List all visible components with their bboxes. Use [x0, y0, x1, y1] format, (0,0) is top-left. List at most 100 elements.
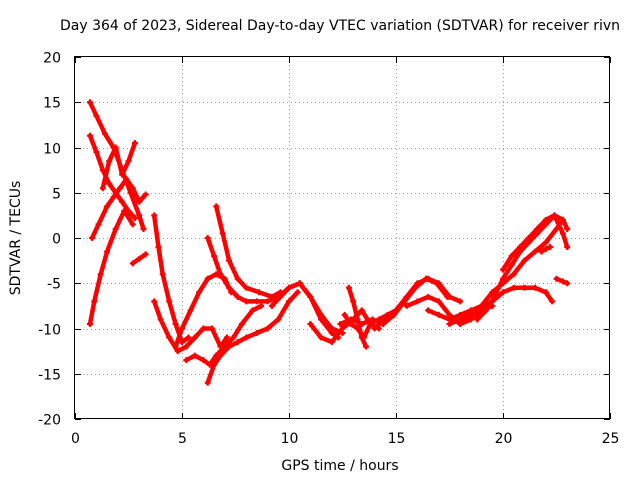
data-point — [286, 298, 292, 305]
y-tick-label: 20 — [43, 51, 61, 67]
data-point — [238, 320, 245, 327]
data-point — [337, 320, 344, 327]
data-point — [414, 298, 421, 305]
data-point — [89, 235, 96, 241]
data-point — [196, 289, 203, 296]
series-track-3 — [89, 176, 149, 241]
data-point — [230, 334, 237, 341]
y-tick-label: -20 — [38, 413, 61, 429]
data-point — [129, 260, 136, 267]
data-point — [159, 271, 166, 278]
data-point — [532, 284, 539, 291]
data-point — [243, 334, 250, 341]
series-track-26 — [553, 275, 571, 287]
x-tick-label: 10 — [281, 431, 299, 447]
data-point — [414, 280, 421, 287]
data-point — [166, 298, 173, 305]
data-point — [517, 244, 524, 251]
data-point — [125, 158, 132, 165]
data-point — [425, 293, 432, 300]
data-point — [136, 255, 143, 262]
data-point — [328, 339, 335, 346]
axis-ticks: 0 5 10 15 20 25 -20 -15 -10 -5 0 5 10 15 20 — [38, 51, 619, 448]
data-point — [435, 311, 442, 318]
data-point — [446, 320, 453, 327]
data-point — [183, 357, 190, 364]
y-tick-label: -5 — [47, 277, 61, 293]
data-point — [547, 244, 554, 251]
series-track-4 — [86, 207, 136, 327]
data-point — [234, 339, 241, 346]
data-point — [457, 316, 464, 323]
data-point — [542, 239, 549, 246]
data-point — [204, 379, 211, 386]
data-point — [532, 248, 539, 255]
data-point — [204, 235, 211, 241]
series-track-22 — [446, 216, 566, 327]
data-point — [217, 352, 224, 359]
data-point — [542, 216, 549, 223]
data-point — [179, 339, 185, 346]
data-point — [213, 203, 220, 210]
series-line — [269, 281, 345, 336]
data-point — [191, 334, 198, 341]
data-series — [86, 99, 571, 386]
data-point — [253, 330, 260, 337]
data-point — [93, 112, 100, 119]
data-point — [258, 302, 265, 309]
chart-title: Day 364 of 2023, Sidereal Day-to-day VTE… — [60, 18, 620, 34]
data-point — [99, 185, 106, 192]
data-point — [474, 316, 481, 323]
data-point — [521, 284, 528, 291]
data-point — [435, 280, 442, 287]
series-track-10 — [183, 302, 265, 368]
data-point — [91, 298, 98, 305]
data-point — [268, 302, 275, 309]
data-point — [559, 230, 566, 237]
series-line — [151, 299, 230, 354]
data-point — [110, 194, 117, 201]
data-point — [538, 248, 545, 255]
data-point — [542, 289, 549, 296]
data-point — [121, 207, 128, 214]
data-point — [174, 348, 181, 355]
data-point — [521, 257, 528, 264]
data-point — [339, 325, 346, 332]
data-point — [151, 212, 158, 219]
data-point — [179, 325, 185, 332]
data-point — [123, 176, 130, 183]
data-point — [350, 298, 357, 305]
data-point — [277, 293, 284, 300]
data-point — [97, 271, 104, 278]
data-point — [296, 280, 303, 287]
data-point — [166, 334, 173, 341]
x-tick-label: 25 — [602, 431, 620, 447]
data-point — [510, 271, 517, 278]
series-track-6 — [129, 251, 149, 267]
data-point — [318, 334, 325, 341]
data-point — [151, 298, 158, 305]
data-point — [157, 316, 164, 323]
data-point — [358, 334, 365, 341]
data-point — [467, 311, 474, 318]
data-point — [549, 298, 556, 305]
data-point — [345, 284, 352, 291]
data-point — [425, 275, 432, 282]
data-point — [318, 311, 325, 318]
y-tick-label: 10 — [43, 142, 61, 158]
data-point — [256, 289, 263, 296]
data-point — [348, 316, 355, 323]
data-point — [307, 293, 314, 300]
y-tick-label: 0 — [52, 232, 61, 248]
data-point — [234, 275, 241, 282]
data-point — [211, 253, 218, 260]
data-point — [104, 248, 111, 255]
data-point — [142, 251, 149, 258]
data-point — [101, 130, 108, 137]
data-point — [200, 357, 207, 364]
data-point — [172, 320, 179, 327]
data-point — [403, 302, 410, 309]
series-track-25 — [538, 244, 554, 255]
data-point — [382, 316, 389, 323]
